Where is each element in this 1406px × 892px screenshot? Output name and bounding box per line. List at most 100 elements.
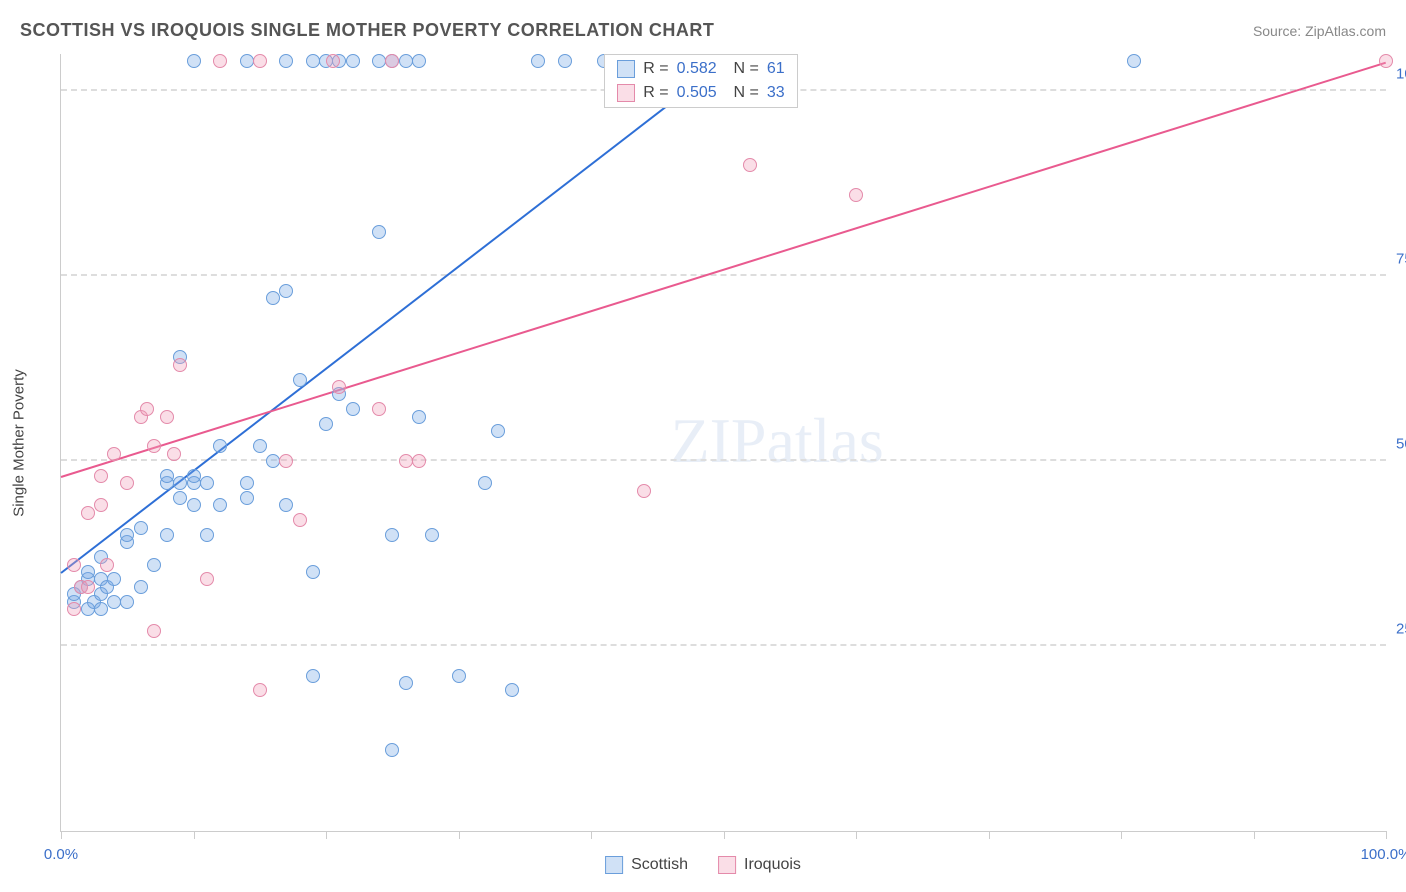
marker-scottish [372, 225, 386, 239]
marker-scottish [319, 417, 333, 431]
marker-scottish [293, 373, 307, 387]
marker-scottish [306, 565, 320, 579]
y-tick-label: 100.0% [1396, 66, 1406, 83]
x-tick-label: 0.0% [44, 846, 78, 863]
watermark: ZIPatlas [671, 404, 884, 478]
marker-scottish [240, 54, 254, 68]
marker-scottish [240, 476, 254, 490]
marker-scottish [107, 595, 121, 609]
marker-iroquois [253, 54, 267, 68]
marker-scottish [134, 580, 148, 594]
marker-scottish [306, 54, 320, 68]
marker-scottish [134, 521, 148, 535]
marker-scottish [425, 528, 439, 542]
marker-iroquois [1379, 54, 1393, 68]
stats-r-value: 0.505 [677, 84, 717, 102]
x-tick [1386, 831, 1387, 839]
marker-scottish [452, 669, 466, 683]
marker-scottish [213, 439, 227, 453]
marker-scottish [346, 402, 360, 416]
marker-scottish [279, 498, 293, 512]
legend-label: Iroquois [744, 856, 801, 874]
marker-iroquois [120, 476, 134, 490]
marker-scottish [107, 572, 121, 586]
legend-swatch [605, 856, 623, 874]
marker-iroquois [100, 558, 114, 572]
legend-item-iroquois: Iroquois [718, 856, 801, 874]
marker-iroquois [173, 358, 187, 372]
gridline [61, 274, 1386, 276]
x-tick [326, 831, 327, 839]
y-tick-label: 50.0% [1396, 436, 1406, 453]
plot-area: ZIPatlas 25.0%50.0%75.0%100.0%0.0%100.0%… [61, 54, 1386, 831]
gridline [61, 459, 1386, 461]
marker-scottish [385, 743, 399, 757]
marker-iroquois [200, 572, 214, 586]
x-tick [989, 831, 990, 839]
marker-iroquois [67, 558, 81, 572]
marker-iroquois [743, 158, 757, 172]
marker-scottish [173, 491, 187, 505]
marker-scottish [385, 528, 399, 542]
x-tick [1254, 831, 1255, 839]
x-tick [1121, 831, 1122, 839]
stats-n-label: N = [725, 60, 759, 78]
y-tick-label: 25.0% [1396, 621, 1406, 638]
stats-row-iroquois: R = 0.505 N = 33 [605, 81, 796, 105]
marker-iroquois [67, 602, 81, 616]
marker-scottish [173, 476, 187, 490]
marker-iroquois [94, 469, 108, 483]
stats-box: R = 0.582 N = 61R = 0.505 N = 33 [604, 54, 797, 108]
marker-iroquois [147, 439, 161, 453]
marker-iroquois [81, 506, 95, 520]
marker-scottish [491, 424, 505, 438]
marker-iroquois [167, 447, 181, 461]
marker-scottish [279, 284, 293, 298]
marker-iroquois [399, 454, 413, 468]
marker-scottish [200, 476, 214, 490]
marker-iroquois [412, 454, 426, 468]
marker-scottish [94, 602, 108, 616]
stats-n-value: 61 [767, 60, 785, 78]
stats-swatch [617, 60, 635, 78]
marker-scottish [372, 54, 386, 68]
stats-swatch [617, 84, 635, 102]
marker-iroquois [385, 54, 399, 68]
source-attribution: Source: ZipAtlas.com [1253, 23, 1386, 39]
marker-iroquois [326, 54, 340, 68]
x-tick [61, 831, 62, 839]
marker-scottish [253, 439, 267, 453]
marker-scottish [240, 491, 254, 505]
marker-scottish [187, 469, 201, 483]
stats-n-value: 33 [767, 84, 785, 102]
marker-scottish [478, 476, 492, 490]
marker-iroquois [372, 402, 386, 416]
marker-scottish [147, 558, 161, 572]
legend: Scottish Iroquois [605, 856, 801, 874]
stats-r-label: R = [643, 60, 668, 78]
marker-scottish [160, 469, 174, 483]
y-tick-label: 75.0% [1396, 251, 1406, 268]
marker-scottish [187, 54, 201, 68]
marker-iroquois [107, 447, 121, 461]
marker-iroquois [849, 188, 863, 202]
marker-scottish [266, 291, 280, 305]
stats-row-scottish: R = 0.582 N = 61 [605, 57, 796, 81]
marker-scottish [120, 595, 134, 609]
trend-line-iroquois [61, 61, 1387, 477]
marker-iroquois [147, 624, 161, 638]
x-tick-label: 100.0% [1361, 846, 1406, 863]
marker-iroquois [140, 402, 154, 416]
marker-scottish [531, 54, 545, 68]
marker-iroquois [637, 484, 651, 498]
marker-scottish [505, 683, 519, 697]
legend-item-scottish: Scottish [605, 856, 688, 874]
marker-iroquois [332, 380, 346, 394]
marker-iroquois [94, 498, 108, 512]
trend-line-scottish [60, 62, 724, 574]
marker-scottish [81, 565, 95, 579]
stats-n-label: N = [725, 84, 759, 102]
legend-label: Scottish [631, 856, 688, 874]
x-tick [856, 831, 857, 839]
marker-scottish [399, 676, 413, 690]
